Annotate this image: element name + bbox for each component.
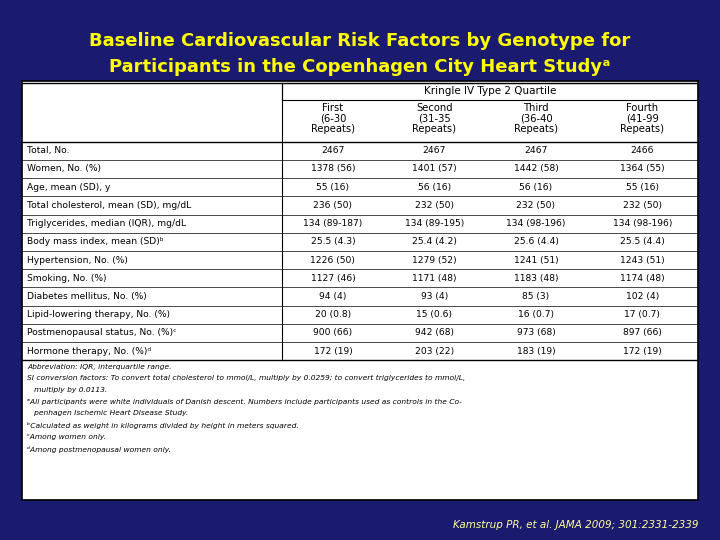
Text: Kamstrup PR, et al. JAMA 2009; 301:2331-2339: Kamstrup PR, et al. JAMA 2009; 301:2331-…: [453, 520, 698, 530]
Text: Total, No.: Total, No.: [27, 146, 70, 156]
Text: 232 (50): 232 (50): [415, 201, 454, 210]
Text: Abbreviation: IQR, interquartile range.: Abbreviation: IQR, interquartile range.: [27, 363, 171, 369]
Text: 25.4 (4.2): 25.4 (4.2): [412, 237, 457, 246]
Text: 55 (16): 55 (16): [316, 183, 349, 192]
Text: Postmenopausal status, No. (%)ᶜ: Postmenopausal status, No. (%)ᶜ: [27, 328, 176, 338]
Text: First: First: [323, 103, 343, 113]
Text: 203 (22): 203 (22): [415, 347, 454, 355]
Text: Participants in the Copenhagen City Heart Studyᵃ: Participants in the Copenhagen City Hear…: [109, 58, 611, 77]
Text: 1279 (52): 1279 (52): [412, 255, 456, 265]
Text: 2467: 2467: [321, 146, 345, 156]
Text: 1171 (48): 1171 (48): [412, 274, 456, 283]
Text: (41-99: (41-99: [626, 113, 659, 124]
Text: 232 (50): 232 (50): [623, 201, 662, 210]
Text: Lipid-lowering therapy, No. (%): Lipid-lowering therapy, No. (%): [27, 310, 170, 319]
Text: penhagen Ischemic Heart Disease Study.: penhagen Ischemic Heart Disease Study.: [27, 410, 189, 416]
Text: 236 (50): 236 (50): [313, 201, 352, 210]
Text: 134 (98-196): 134 (98-196): [613, 219, 672, 228]
Text: 1378 (56): 1378 (56): [310, 165, 355, 173]
Text: Diabetes mellitus, No. (%): Diabetes mellitus, No. (%): [27, 292, 147, 301]
Text: 1364 (55): 1364 (55): [620, 165, 665, 173]
Text: Hormone therapy, No. (%)ᵈ: Hormone therapy, No. (%)ᵈ: [27, 347, 151, 355]
Text: 1226 (50): 1226 (50): [310, 255, 356, 265]
Text: ᵇCalculated as weight in kilograms divided by height in meters squared.: ᵇCalculated as weight in kilograms divid…: [27, 422, 299, 429]
Text: Body mass index, mean (SD)ᵇ: Body mass index, mean (SD)ᵇ: [27, 237, 163, 246]
Text: 1243 (51): 1243 (51): [620, 255, 665, 265]
Text: Second: Second: [416, 103, 453, 113]
Text: 900 (66): 900 (66): [313, 328, 353, 338]
Text: 134 (98-196): 134 (98-196): [506, 219, 566, 228]
Text: 20 (0.8): 20 (0.8): [315, 310, 351, 319]
Text: Age, mean (SD), y: Age, mean (SD), y: [27, 183, 110, 192]
Text: 1127 (46): 1127 (46): [310, 274, 355, 283]
Text: Third: Third: [523, 103, 549, 113]
Text: Repeats): Repeats): [413, 124, 456, 134]
Text: 134 (89-195): 134 (89-195): [405, 219, 464, 228]
Text: multiply by 0.0113.: multiply by 0.0113.: [27, 387, 107, 393]
Text: Smoking, No. (%): Smoking, No. (%): [27, 274, 107, 283]
Text: 56 (16): 56 (16): [418, 183, 451, 192]
Text: 1401 (57): 1401 (57): [412, 165, 456, 173]
Text: 1442 (58): 1442 (58): [513, 165, 558, 173]
Text: Repeats): Repeats): [620, 124, 665, 134]
Text: 25.6 (4.4): 25.6 (4.4): [513, 237, 559, 246]
Text: 172 (19): 172 (19): [313, 347, 352, 355]
Text: 55 (16): 55 (16): [626, 183, 659, 192]
Text: 85 (3): 85 (3): [523, 292, 549, 301]
Text: 94 (4): 94 (4): [319, 292, 346, 301]
Text: ᵃAll participants were white individuals of Danish descent. Numbers include part: ᵃAll participants were white individuals…: [27, 399, 462, 405]
Text: 2467: 2467: [423, 146, 446, 156]
Text: Kringle IV Type 2 Quartile: Kringle IV Type 2 Quartile: [424, 86, 557, 96]
Text: 1241 (51): 1241 (51): [513, 255, 558, 265]
Text: 93 (4): 93 (4): [420, 292, 448, 301]
Text: 15 (0.6): 15 (0.6): [416, 310, 452, 319]
Text: 102 (4): 102 (4): [626, 292, 659, 301]
Text: Repeats): Repeats): [514, 124, 558, 134]
Text: Fourth: Fourth: [626, 103, 658, 113]
Text: SI conversion factors: To convert total cholesterol to mmol/L, multiply by 0.025: SI conversion factors: To convert total …: [27, 375, 465, 381]
Text: 897 (66): 897 (66): [623, 328, 662, 338]
Text: 16 (0.7): 16 (0.7): [518, 310, 554, 319]
Text: (6-30: (6-30: [320, 113, 346, 124]
Text: 2466: 2466: [631, 146, 654, 156]
Text: 17 (0.7): 17 (0.7): [624, 310, 660, 319]
Text: Triglycerides, median (IQR), mg/dL: Triglycerides, median (IQR), mg/dL: [27, 219, 186, 228]
Text: 56 (16): 56 (16): [519, 183, 552, 192]
Text: Repeats): Repeats): [311, 124, 355, 134]
Text: 1183 (48): 1183 (48): [513, 274, 558, 283]
Text: 25.5 (4.4): 25.5 (4.4): [620, 237, 665, 246]
Text: (31-35: (31-35: [418, 113, 451, 124]
Text: Hypertension, No. (%): Hypertension, No. (%): [27, 255, 128, 265]
Text: ᶜAmong women only.: ᶜAmong women only.: [27, 434, 106, 440]
Text: 232 (50): 232 (50): [516, 201, 555, 210]
Text: 1174 (48): 1174 (48): [620, 274, 665, 283]
Text: Women, No. (%): Women, No. (%): [27, 165, 101, 173]
Text: 973 (68): 973 (68): [516, 328, 555, 338]
Text: 134 (89-187): 134 (89-187): [303, 219, 363, 228]
Text: 183 (19): 183 (19): [517, 347, 555, 355]
Text: (36-40: (36-40: [520, 113, 552, 124]
Text: 2467: 2467: [524, 146, 548, 156]
Text: 25.5 (4.3): 25.5 (4.3): [310, 237, 355, 246]
Text: Total cholesterol, mean (SD), mg/dL: Total cholesterol, mean (SD), mg/dL: [27, 201, 192, 210]
Text: Baseline Cardiovascular Risk Factors by Genotype for: Baseline Cardiovascular Risk Factors by …: [89, 31, 631, 50]
Text: 172 (19): 172 (19): [623, 347, 662, 355]
Text: ᵈAmong postmenopausal women only.: ᵈAmong postmenopausal women only.: [27, 446, 171, 453]
Text: 942 (68): 942 (68): [415, 328, 454, 338]
FancyBboxPatch shape: [22, 81, 698, 500]
